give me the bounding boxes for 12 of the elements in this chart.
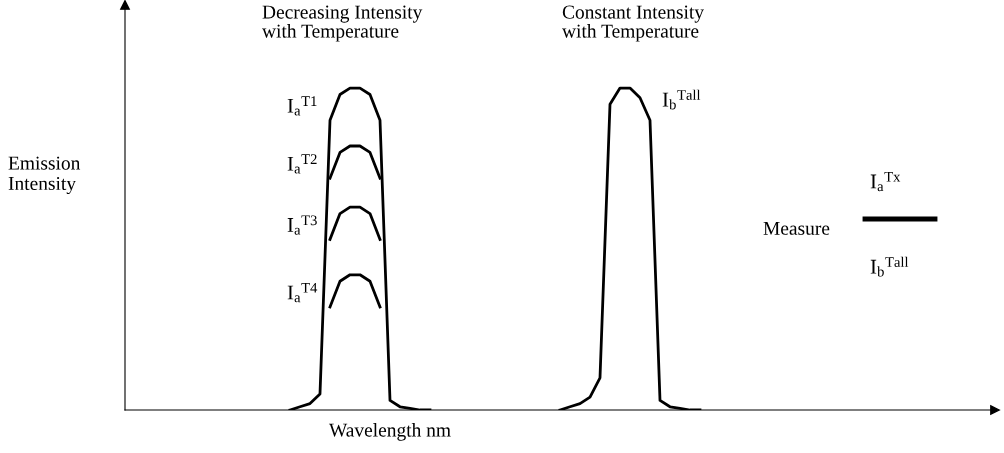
series-label: I$_{a}$$^{T4}$ bbox=[287, 283, 318, 303]
annotation: Measure bbox=[763, 221, 830, 235]
y-axis-title: Emission Intensity bbox=[8, 156, 81, 195]
series-label: I$_{a}$$^{T2}$ bbox=[287, 154, 317, 174]
annotation: I$_{a}$$^{Tx}$ bbox=[870, 172, 901, 192]
series-label: I$_{b}$$^{Tall}$ bbox=[662, 89, 701, 110]
annotation: I$_{b}$$^{Tall}$ bbox=[870, 256, 909, 277]
series-label: I$_{a}$$^{T1}$ bbox=[287, 96, 317, 116]
text: Decreasing Intensity with Temperature bbox=[262, 5, 423, 42]
text: Constant Intensity with Temperature bbox=[562, 5, 704, 42]
series-label: I$_{a}$$^{T3}$ bbox=[287, 215, 317, 235]
x-axis-title: Wavelength nm bbox=[328, 423, 451, 441]
